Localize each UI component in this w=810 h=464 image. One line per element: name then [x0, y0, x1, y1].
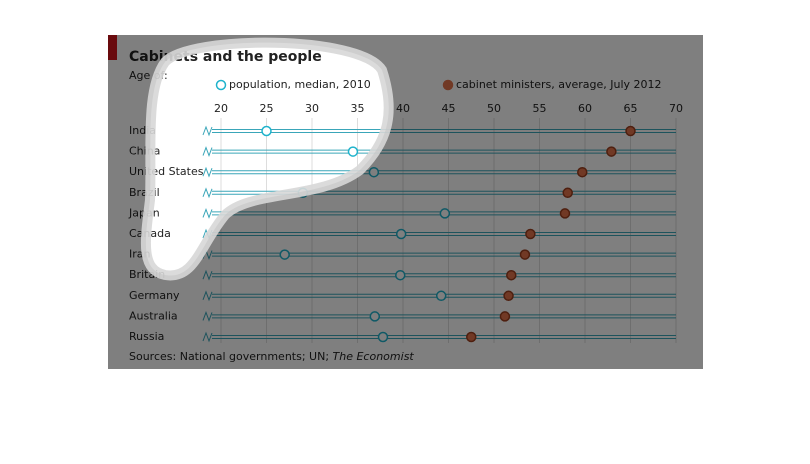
axis-break: [202, 146, 213, 158]
dot: [261, 125, 272, 137]
x-tick-label: 30: [305, 102, 319, 115]
x-tick-label: 35: [351, 102, 365, 115]
legend-marker: [215, 79, 227, 91]
spotlight-ring: [140, 37, 394, 281]
x-tick-label: 25: [260, 102, 274, 115]
axis-break: [202, 207, 213, 219]
axis-break: [202, 187, 213, 199]
axis-break: [202, 125, 213, 137]
dot: [347, 146, 359, 157]
spotlight-overlay: [108, 35, 703, 369]
x-tick-label: 20: [214, 102, 228, 115]
legend-label: population, median, 2010: [229, 78, 371, 91]
axis-break: [202, 166, 213, 178]
